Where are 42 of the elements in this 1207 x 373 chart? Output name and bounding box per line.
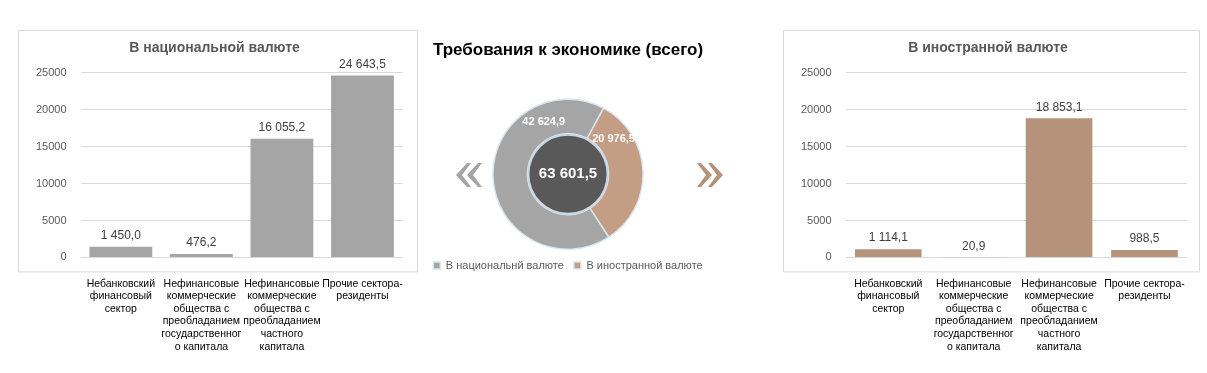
bar <box>331 75 394 257</box>
x-tick-label: Прочие сектора-резиденты <box>1104 276 1186 302</box>
text: 63 601,5 <box>538 164 598 182</box>
y-tick-label: 10000 <box>800 176 832 189</box>
data-label: 16 055,2 <box>258 120 306 135</box>
bar <box>89 246 153 257</box>
x-tick-label: Нефинансовые коммерческие общества с преобладанием частного капитала <box>1020 276 1098 352</box>
x-tick-label: Нефинансовые коммерческие общества с преобладанием частного капитала <box>243 276 321 352</box>
y-tick-label: 20000 <box>800 102 832 115</box>
x-tick-label: Небанковский финансовый сектор <box>854 276 923 314</box>
chart-title: В национальной валюте <box>129 39 301 56</box>
data-label: 42 624,9 <box>522 114 566 127</box>
y-tick-label: 25000 <box>800 65 832 78</box>
y-tick-label: 15000 <box>35 139 67 152</box>
data-label: 1 114,1 <box>868 230 909 245</box>
y-tick-label: 20000 <box>35 102 67 115</box>
data-label: 1 450,0 <box>100 228 142 243</box>
x-tick-label: Небанковский финансовый сектор <box>86 276 156 314</box>
y-tick-label: 5000 <box>807 213 832 226</box>
data-label: 988,5 <box>1129 231 1160 246</box>
x-tick-label: Нефинансовые коммерческие общества с преобладанием государственного капитала <box>161 276 242 352</box>
legend-label: В национальнй валюте <box>445 258 564 271</box>
y-tick-label: 25000 <box>35 65 67 78</box>
y-tick-label: 5000 <box>42 213 67 226</box>
data-label: 476,2 <box>186 235 217 250</box>
data-label: 24 643,5 <box>339 56 387 71</box>
x-tick-label: Прочие сектора-резиденты <box>322 276 404 302</box>
legend-label: В иностранной валюте <box>586 258 703 271</box>
chart-title: В иностранной валюте <box>908 39 1069 56</box>
y-tick-label: 0 <box>60 250 67 263</box>
bar <box>250 138 314 257</box>
bar <box>169 253 233 257</box>
y-tick-label: 0 <box>825 250 832 263</box>
data-label: 18 853,1 <box>1035 99 1083 114</box>
y-tick-label: 15000 <box>800 139 832 152</box>
chart-title: Требования к экономике (всего) <box>432 39 704 59</box>
bar <box>1025 118 1093 257</box>
bar <box>854 249 922 257</box>
x-tick-label: Нефинансовые коммерческие общества с преобладанием государственного капитала <box>933 276 1014 352</box>
y-tick-label: 10000 <box>35 176 67 189</box>
bar <box>1111 250 1178 257</box>
data-label: 20,9 <box>961 238 986 253</box>
